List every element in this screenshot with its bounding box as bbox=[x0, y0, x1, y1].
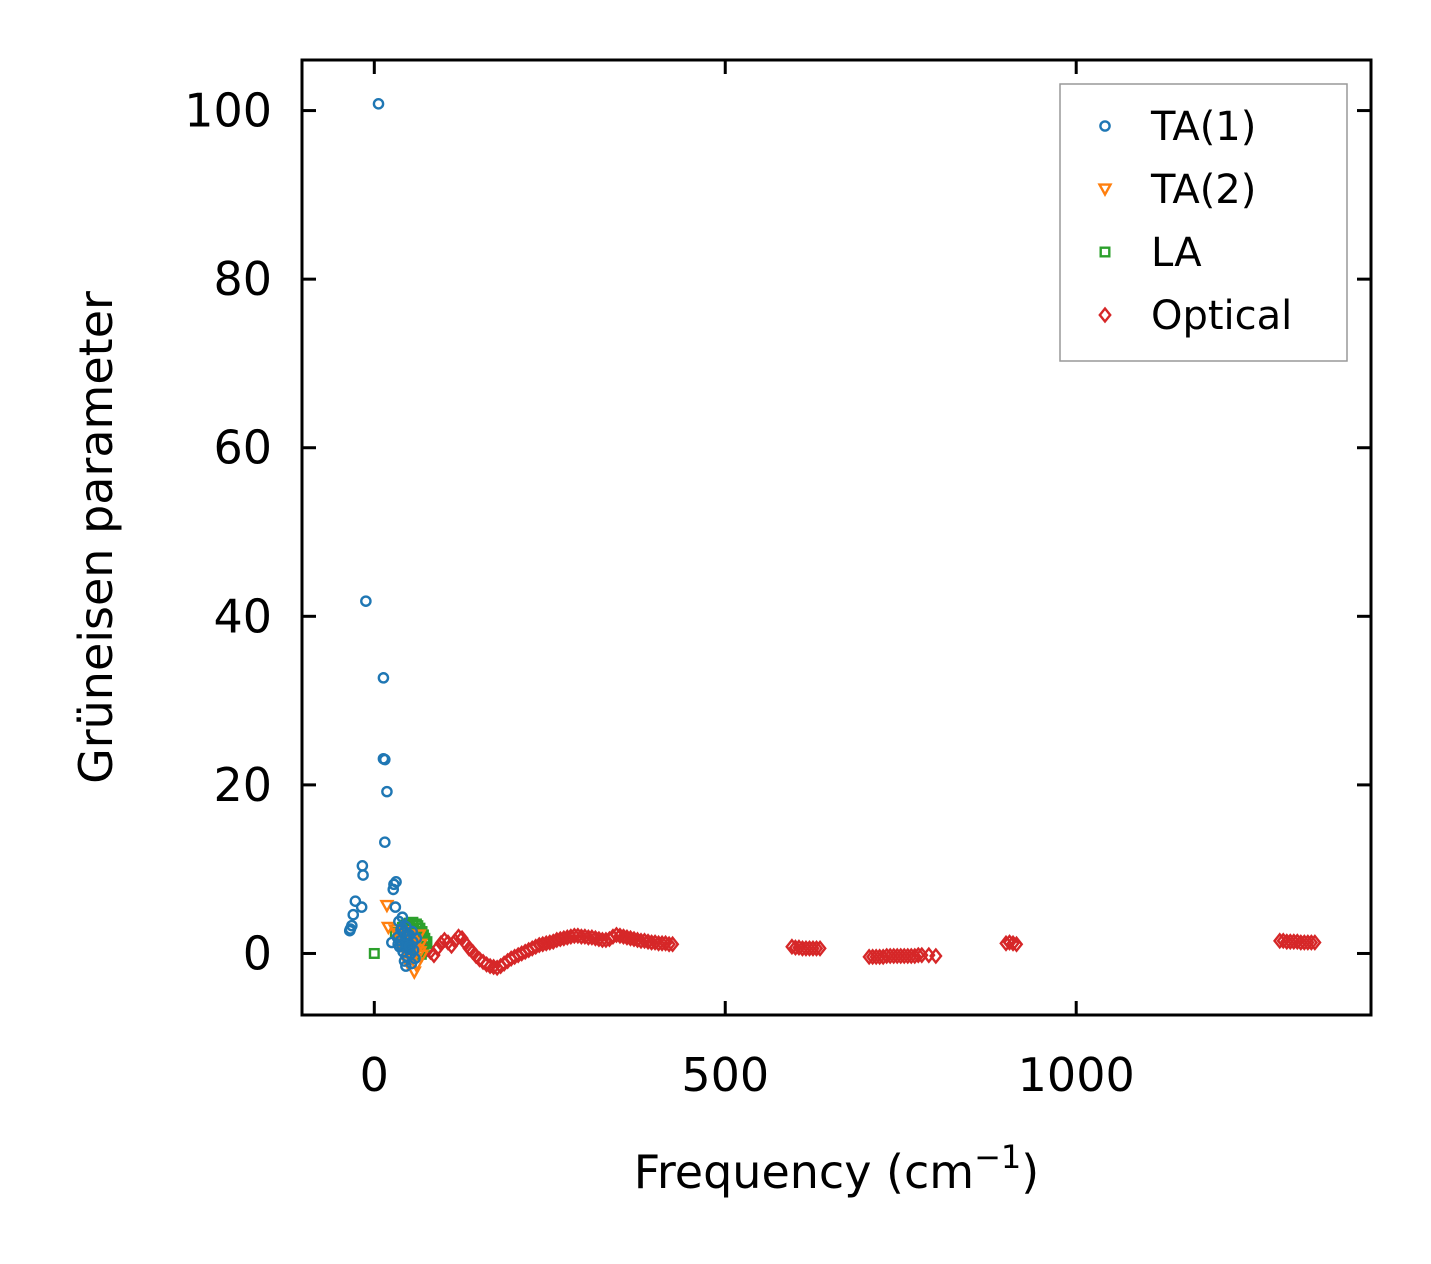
data-point bbox=[403, 940, 416, 952]
legend-marker-la bbox=[1099, 246, 1111, 258]
x-axis-label-main: Frequency (cm bbox=[634, 1145, 974, 1199]
data-point bbox=[1009, 935, 1024, 953]
series-optical bbox=[420, 926, 1322, 977]
y-tick-label: 0 bbox=[243, 926, 272, 980]
legend-marker-optical bbox=[1098, 306, 1112, 324]
data-point bbox=[911, 946, 926, 964]
legend-label-la: LA bbox=[1151, 230, 1202, 276]
y-tick-label: 100 bbox=[184, 84, 272, 138]
data-point bbox=[357, 869, 369, 881]
data-point bbox=[349, 895, 362, 908]
data-point bbox=[355, 901, 368, 913]
plot-frame bbox=[300, 58, 1373, 1017]
data-point bbox=[347, 908, 360, 921]
data-point bbox=[929, 947, 943, 965]
axes-layer: 0 500 1000 0 20 40 60 80 100 Frequency (cm−1) Grün… bbox=[69, 58, 1373, 1199]
data-point bbox=[400, 960, 412, 972]
x-tick-label: 500 bbox=[681, 1048, 769, 1102]
data-point bbox=[388, 878, 400, 891]
x-axis-label: Frequency (cm−1) bbox=[634, 1138, 1039, 1199]
data-point bbox=[390, 876, 402, 888]
data-point bbox=[389, 901, 402, 913]
y-axis-label: Grüneisen parameter bbox=[69, 291, 123, 784]
data-point bbox=[379, 753, 391, 766]
data-point bbox=[379, 836, 391, 849]
data-point bbox=[344, 923, 357, 935]
x-tick-label: 0 bbox=[360, 1048, 389, 1102]
legend-marker-ta-1 bbox=[1099, 120, 1111, 132]
y-tick-label: 60 bbox=[213, 421, 272, 475]
legend: TA(1) TA(2) LA Optical bbox=[1059, 83, 1348, 362]
x-axis-label-exponent: −1 bbox=[974, 1138, 1021, 1176]
data-point bbox=[1006, 934, 1020, 952]
data-point bbox=[1304, 934, 1319, 951]
data-point bbox=[381, 785, 393, 798]
data-point bbox=[662, 935, 676, 953]
y-tick-label: 80 bbox=[213, 252, 272, 306]
y-tick-label: 20 bbox=[213, 758, 272, 812]
data-point bbox=[809, 939, 824, 957]
data-point bbox=[451, 928, 466, 946]
data-point bbox=[368, 947, 380, 959]
legend-label-ta-2: TA(2) bbox=[1150, 167, 1256, 213]
legend-label-optical: Optical bbox=[1151, 293, 1292, 339]
x-tick-label: 1000 bbox=[1018, 1048, 1135, 1102]
data-point bbox=[360, 595, 372, 607]
data-point bbox=[1308, 934, 1322, 951]
data-point bbox=[386, 936, 398, 949]
legend-marker-ta-2 bbox=[1097, 183, 1113, 197]
legend-label-ta-1: TA(1) bbox=[1150, 104, 1256, 150]
series-layer bbox=[343, 98, 1322, 980]
data-point bbox=[398, 955, 411, 967]
data-point bbox=[392, 938, 404, 950]
data-point bbox=[444, 937, 459, 955]
data-point bbox=[405, 957, 418, 970]
data-point bbox=[479, 956, 494, 973]
series-ta-1 bbox=[343, 98, 423, 972]
y-tick-label: 40 bbox=[213, 589, 272, 643]
data-point bbox=[665, 935, 680, 953]
data-point bbox=[377, 672, 390, 684]
data-point bbox=[372, 98, 385, 110]
x-axis-label-close: ) bbox=[1021, 1145, 1039, 1199]
data-point bbox=[813, 939, 827, 957]
data-point bbox=[430, 939, 445, 957]
data-point bbox=[399, 929, 411, 942]
